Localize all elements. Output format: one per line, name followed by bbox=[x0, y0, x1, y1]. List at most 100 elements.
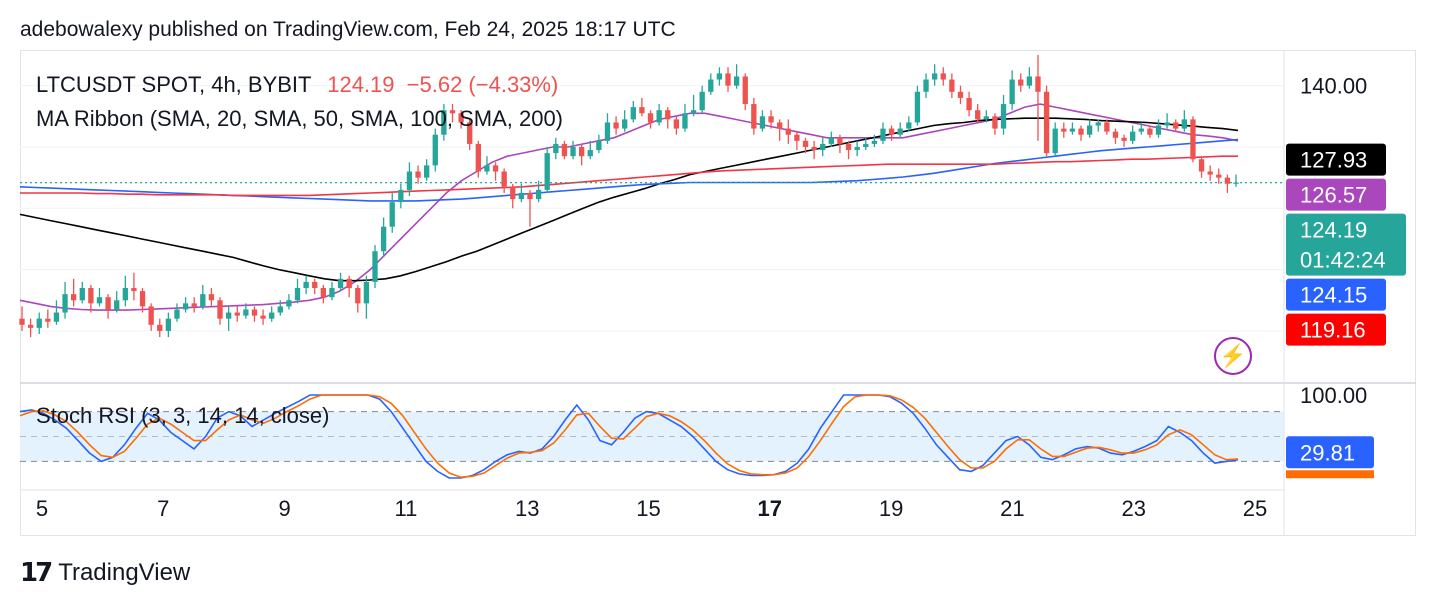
candle-body bbox=[570, 146, 576, 157]
stoch-lines bbox=[19, 394, 1239, 479]
time-tick: 17 bbox=[758, 496, 782, 521]
candle-body bbox=[277, 306, 283, 313]
lightning-icon[interactable]: ⚡ bbox=[1214, 337, 1252, 375]
stoch-d-label bbox=[1286, 470, 1374, 479]
candle-body bbox=[854, 146, 860, 151]
candle-body bbox=[62, 294, 68, 313]
price-label-last bbox=[1286, 213, 1406, 276]
price-label-text: 127.93 bbox=[1300, 148, 1367, 173]
ma-ribbon-legend[interactable]: MA Ribbon (SMA, 20, SMA, 50, SMA, 100, S… bbox=[36, 106, 564, 131]
candle-body bbox=[957, 91, 964, 98]
stoch-rsi-legend[interactable]: Stoch RSI (3, 3, 14, 14, close) bbox=[36, 403, 330, 428]
chart-frame bbox=[20, 50, 1416, 536]
stoch-d-line bbox=[19, 394, 1239, 479]
candle-body bbox=[492, 165, 499, 172]
brand: 17 TradingView bbox=[20, 558, 190, 588]
candle-body bbox=[768, 116, 774, 123]
candle-body bbox=[751, 104, 757, 129]
candle-body bbox=[363, 281, 370, 304]
candle-body bbox=[828, 137, 834, 144]
price-label-text: 124.15 bbox=[1300, 283, 1367, 308]
candle-body bbox=[871, 140, 878, 144]
candles bbox=[19, 55, 1239, 338]
candle-body bbox=[992, 116, 998, 129]
candle-body bbox=[475, 143, 481, 172]
candle-body bbox=[837, 137, 843, 144]
candle-body bbox=[1164, 122, 1170, 126]
candle-body bbox=[733, 76, 740, 86]
candle-body bbox=[966, 97, 972, 111]
price-label-sma50 bbox=[1286, 143, 1386, 176]
candle-body bbox=[888, 128, 895, 135]
candle-body bbox=[587, 150, 593, 157]
candle-body bbox=[630, 107, 636, 120]
candle-body bbox=[337, 278, 344, 289]
candle-body bbox=[346, 278, 352, 289]
candle-body bbox=[96, 297, 103, 304]
candle-body bbox=[1086, 125, 1093, 135]
candle-body bbox=[286, 300, 292, 307]
candle-body bbox=[398, 189, 404, 203]
price-label-sma200 bbox=[1286, 313, 1386, 346]
candle-body bbox=[639, 107, 645, 114]
last-price: 124.19 bbox=[327, 72, 395, 97]
candle-body bbox=[777, 122, 783, 129]
time-tick: 5 bbox=[36, 496, 48, 521]
candle-body bbox=[415, 171, 421, 178]
candle-body bbox=[501, 171, 507, 187]
time-axis-ticks: 5 7 9 11 13 15 17 19 21 23 25 bbox=[36, 496, 1267, 521]
candle-body bbox=[1078, 128, 1084, 135]
candle-body bbox=[561, 143, 568, 157]
candle-body bbox=[906, 122, 912, 129]
candle-body bbox=[673, 119, 680, 129]
candle-body bbox=[1035, 76, 1041, 92]
candle-body bbox=[260, 315, 266, 319]
candle-body bbox=[380, 226, 387, 252]
candle-body bbox=[88, 288, 94, 304]
price-label-text: 124.19 bbox=[1300, 218, 1367, 243]
stoch-label-text: 29.81 bbox=[1300, 440, 1355, 465]
candle-body bbox=[36, 318, 42, 328]
candle-body bbox=[1112, 131, 1119, 138]
candle-body bbox=[725, 73, 731, 86]
grid bbox=[20, 85, 1284, 332]
candle-body bbox=[458, 113, 464, 123]
candle-body bbox=[484, 165, 490, 172]
candle-body bbox=[19, 318, 25, 325]
candle-body bbox=[596, 140, 602, 151]
candle-body bbox=[1018, 79, 1024, 86]
price-label-sma100 bbox=[1286, 278, 1386, 311]
candle-body bbox=[604, 122, 611, 141]
time-tick: 25 bbox=[1243, 496, 1267, 521]
candle-body bbox=[1147, 128, 1153, 135]
sma20-line bbox=[19, 103, 1239, 311]
candle-body bbox=[1000, 104, 1007, 129]
brand-name: TradingView bbox=[58, 559, 191, 586]
candle-body bbox=[243, 309, 249, 316]
candle-body bbox=[544, 153, 550, 190]
price-change: −5.62 (−4.33%) bbox=[406, 72, 559, 97]
candle-body bbox=[114, 300, 120, 310]
candle-body bbox=[294, 288, 301, 301]
candle-body bbox=[105, 297, 111, 310]
candle-body bbox=[312, 281, 318, 289]
candle-body bbox=[1190, 119, 1196, 160]
candle-body bbox=[208, 294, 215, 301]
candle-body bbox=[320, 288, 327, 298]
candle-body bbox=[1061, 128, 1067, 132]
candle-body bbox=[45, 318, 51, 322]
candle-body bbox=[1181, 119, 1187, 129]
candle-body bbox=[165, 318, 172, 331]
candle-body bbox=[200, 294, 206, 307]
candle-body bbox=[527, 192, 533, 200]
candle-body bbox=[131, 288, 137, 292]
candle-body bbox=[811, 146, 817, 151]
candle-body bbox=[708, 79, 714, 92]
candle-body bbox=[656, 110, 662, 123]
candle-body bbox=[518, 192, 525, 200]
candle-body bbox=[931, 73, 938, 80]
candle-body bbox=[1104, 122, 1110, 132]
symbol-legend[interactable]: LTCUSDT SPOT, 4h, BYBIT 124.19 −5.62 (−4… bbox=[36, 72, 558, 98]
time-tick: 13 bbox=[515, 496, 539, 521]
